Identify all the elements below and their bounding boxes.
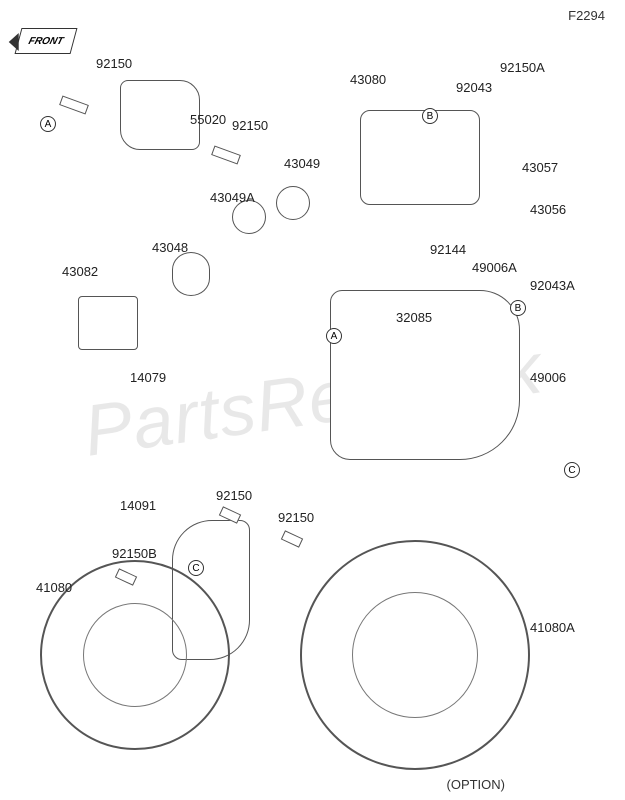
label-92043: 92043: [456, 80, 492, 95]
bolt-sketch-2: [211, 146, 241, 165]
label-55020: 55020: [190, 112, 226, 127]
label-49006: 49006: [530, 370, 566, 385]
callout-B-2: B: [510, 300, 526, 316]
bolt-sketch-1: [59, 96, 89, 115]
label-43057: 43057: [522, 160, 558, 175]
seal-sketch-1: [232, 200, 266, 234]
label-14079: 14079: [130, 370, 166, 385]
option-label: (OPTION): [447, 777, 506, 792]
label-92150-mid2: 92150: [278, 510, 314, 525]
callout-C-1: C: [188, 560, 204, 576]
label-43048: 43048: [152, 240, 188, 255]
callout-B-1: B: [422, 108, 438, 124]
label-41080: 41080: [36, 580, 72, 595]
bolt-sketch-5: [281, 530, 303, 548]
caliper-body-sketch: [360, 110, 480, 205]
label-92150-topleft: 92150: [96, 56, 132, 71]
label-43049: 43049: [284, 156, 320, 171]
seal-sketch-2: [276, 186, 310, 220]
callout-C-2: C: [564, 462, 580, 478]
label-92144: 92144: [430, 242, 466, 257]
disc-option-sketch: [300, 540, 530, 770]
label-14091: 14091: [120, 498, 156, 513]
label-92150A: 92150A: [500, 60, 545, 75]
label-43082: 43082: [62, 264, 98, 279]
label-43080: 43080: [350, 72, 386, 87]
label-92150B: 92150B: [112, 546, 157, 561]
diagram-code: F2294: [568, 8, 605, 23]
guard-bracket-sketch: [120, 80, 200, 150]
callout-A-1: A: [40, 116, 56, 132]
front-label: FRONT: [27, 36, 64, 47]
label-43049A: 43049A: [210, 190, 255, 205]
label-32085: 32085: [396, 310, 432, 325]
brake-pad-sketch: [78, 296, 138, 350]
callout-A-2: A: [326, 328, 342, 344]
label-49006A: 49006A: [472, 260, 517, 275]
front-direction-badge: FRONT: [15, 28, 78, 54]
label-92150-top: 92150: [232, 118, 268, 133]
label-41080A: 41080A: [530, 620, 575, 635]
piston-sketch: [172, 252, 210, 296]
label-43056: 43056: [530, 202, 566, 217]
label-92150-mid: 92150: [216, 488, 252, 503]
label-92043A: 92043A: [530, 278, 575, 293]
